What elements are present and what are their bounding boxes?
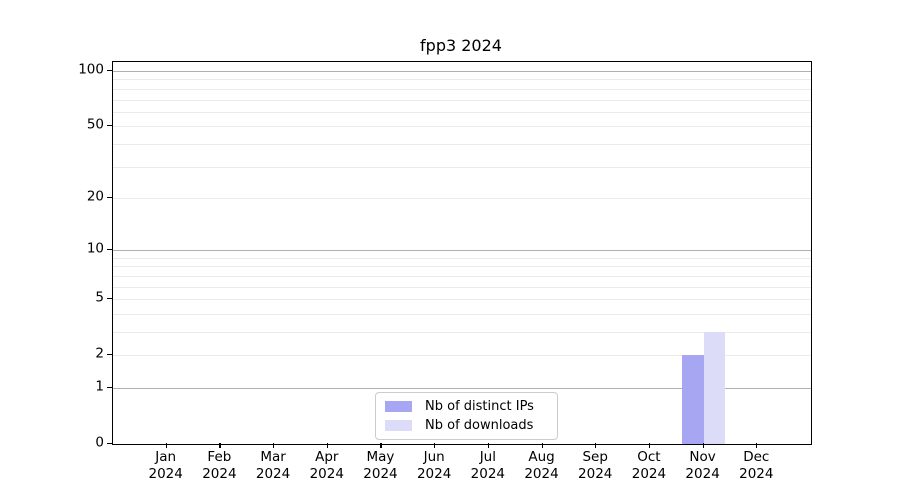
y-tick-label: 20 [86, 188, 104, 205]
minor-gridline [113, 355, 811, 357]
y-tick [107, 125, 112, 127]
major-gridline [113, 71, 811, 73]
x-tick [648, 443, 651, 448]
x-tick-label: Nov 2024 [685, 449, 720, 482]
y-tick [107, 354, 112, 356]
y-tick [107, 249, 112, 251]
minor-gridline [113, 88, 811, 90]
x-tick [273, 443, 275, 448]
legend-label: Nb of downloads [425, 418, 534, 433]
y-tick-label: 1 [95, 378, 104, 395]
legend-swatch [385, 401, 412, 412]
x-tick-label: May 2024 [363, 449, 398, 482]
legend-item: Nb of downloads [385, 418, 548, 433]
chart-title: fpp3 2024 [420, 36, 502, 55]
minor-gridline [113, 257, 811, 259]
minor-gridline [113, 99, 811, 101]
x-tick-label: Dec 2024 [739, 449, 774, 482]
plot-area [112, 61, 812, 445]
minor-gridline [113, 286, 811, 288]
major-gridline [113, 387, 811, 389]
bar-nb-of-distinct-ips [682, 355, 704, 444]
y-tick [107, 70, 112, 72]
y-tick [107, 298, 112, 300]
major-gridline [113, 250, 811, 252]
x-tick [756, 443, 758, 448]
x-tick-label: Jun 2024 [416, 449, 452, 482]
y-tick [107, 386, 112, 389]
x-tick-label: Mar 2024 [255, 449, 291, 482]
minor-gridline [113, 313, 811, 315]
x-tick [595, 443, 597, 448]
y-tick-label: 50 [86, 116, 104, 133]
x-tick [326, 443, 328, 448]
y-tick-label: 0 [95, 434, 104, 451]
x-tick [702, 443, 704, 448]
y-tick-label: 5 [95, 289, 104, 306]
x-tick-label: Sep 2024 [578, 449, 613, 482]
legend: Nb of distinct IPs Nb of downloads [375, 392, 558, 440]
minor-gridline [113, 266, 811, 268]
x-tick [380, 443, 382, 448]
minor-gridline [113, 166, 811, 168]
x-tick-label: Aug 2024 [524, 449, 559, 482]
x-tick [219, 443, 221, 448]
minor-gridline [113, 197, 811, 199]
legend-label: Nb of distinct IPs [425, 399, 534, 414]
x-tick-label: Jan 2024 [148, 449, 183, 482]
y-tick-label: 100 [78, 61, 104, 78]
minor-gridline [113, 275, 811, 277]
bar-nb-of-downloads [703, 331, 726, 444]
minor-gridline [113, 331, 811, 333]
x-tick-label: Feb 2024 [202, 449, 237, 482]
x-tick [165, 443, 167, 448]
minor-gridline [113, 126, 811, 128]
minor-gridline [113, 79, 811, 81]
minor-gridline [113, 299, 811, 301]
x-tick-label: Jul 2024 [470, 449, 506, 482]
minor-gridline [113, 111, 811, 113]
legend-item: Nb of distinct IPs [385, 399, 548, 414]
x-tick [541, 443, 543, 448]
legend-swatch [385, 420, 412, 431]
x-tick [487, 443, 490, 448]
y-tick [107, 443, 112, 445]
x-tick [434, 443, 436, 448]
x-tick-label: Oct 2024 [631, 449, 667, 482]
y-tick-label: 2 [95, 345, 104, 362]
y-tick [107, 196, 112, 199]
x-tick-label: Apr 2024 [309, 449, 344, 482]
minor-gridline [113, 143, 811, 145]
y-tick-label: 10 [86, 240, 104, 257]
